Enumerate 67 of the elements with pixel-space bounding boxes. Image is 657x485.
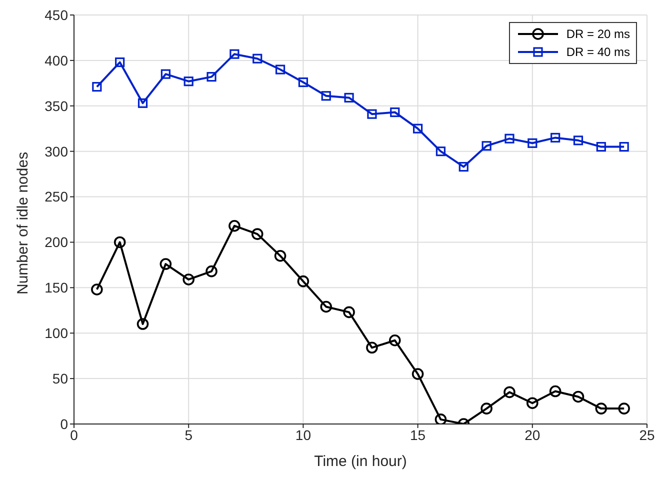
x-tick-label: 20	[524, 426, 540, 443]
point	[390, 107, 400, 118]
point	[115, 57, 125, 68]
point	[549, 385, 562, 398]
y-tick-label: 200	[44, 234, 68, 250]
y-axis-title: Number of idle nodes	[14, 152, 32, 294]
y-tick-label: 350	[44, 98, 68, 114]
point	[573, 136, 584, 146]
point	[458, 162, 468, 172]
point	[136, 318, 149, 330]
point	[138, 98, 148, 108]
point	[343, 306, 355, 318]
point	[367, 109, 377, 119]
x-axis-title: Time (in hour)	[314, 453, 407, 470]
point	[160, 69, 170, 79]
point	[550, 132, 560, 142]
y-tick-label: 100	[44, 325, 68, 342]
point	[434, 414, 447, 424]
y-tick-label: 0	[60, 416, 68, 432]
point	[504, 134, 514, 144]
y-tick-label: 300	[44, 143, 68, 160]
point	[366, 342, 378, 354]
point	[528, 138, 538, 148]
legend-label: DR = 20 ms	[566, 27, 630, 41]
point	[251, 228, 264, 240]
point	[275, 64, 286, 74]
y-tick-label: 150	[44, 280, 68, 296]
point	[91, 284, 103, 296]
point	[321, 91, 331, 101]
point	[92, 82, 102, 92]
x-tick-label: 0	[70, 426, 78, 443]
y-tick-label: 50	[52, 370, 68, 387]
x-tick-label: 15	[410, 426, 426, 443]
point	[504, 386, 516, 398]
point	[274, 250, 286, 262]
point	[572, 390, 584, 403]
y-tick-label: 400	[44, 52, 68, 68]
point	[595, 402, 608, 414]
point	[482, 141, 492, 151]
point	[252, 54, 262, 64]
y-tick-label: 250	[44, 188, 68, 205]
point	[388, 334, 401, 346]
point	[526, 397, 538, 409]
point	[619, 142, 629, 152]
point	[618, 402, 630, 414]
point	[436, 146, 446, 156]
point	[114, 236, 126, 248]
point	[230, 49, 240, 59]
point	[206, 72, 216, 82]
y-tick-label: 450	[44, 6, 68, 23]
point	[228, 220, 240, 232]
point	[596, 142, 606, 152]
point	[412, 368, 424, 380]
point	[206, 265, 218, 278]
x-tick-label: 5	[184, 426, 193, 443]
point	[413, 124, 423, 134]
point	[160, 258, 172, 270]
point	[320, 300, 332, 313]
point	[297, 275, 310, 288]
x-tick-label: 25	[639, 426, 655, 443]
point	[480, 402, 492, 414]
point	[184, 76, 194, 86]
point	[182, 274, 194, 286]
point	[344, 92, 354, 103]
x-tick-label: 10	[295, 426, 312, 443]
legend-label: DR = 40 ms	[566, 45, 630, 59]
point	[298, 77, 308, 88]
